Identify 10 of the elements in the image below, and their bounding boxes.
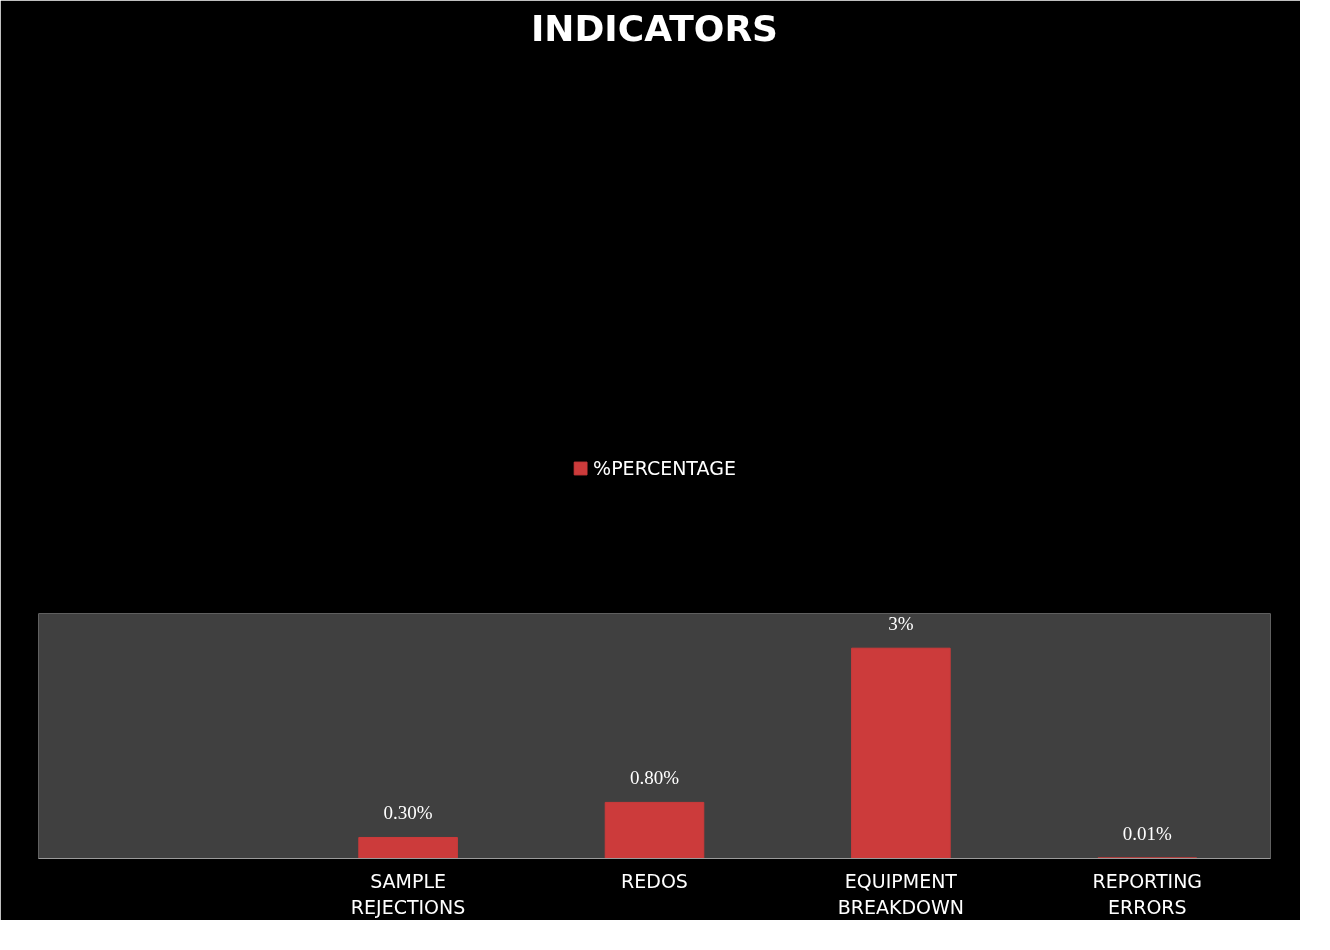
x-tick-label: EQUIPMENT BREAKDOWN <box>837 869 965 918</box>
chart-title: INDICATORS <box>530 7 779 49</box>
data-label: 3% <box>888 613 914 635</box>
x-tick-label: REDOS <box>621 869 688 892</box>
legend-label: %PERCENTAGE <box>593 456 736 479</box>
data-label: 0.01% <box>1122 822 1173 844</box>
x-tick-label: SAMPLE REJECTIONS <box>350 869 466 918</box>
data-label: 0.80% <box>629 767 680 789</box>
x-tick-label: REPORTING ERRORS <box>1092 869 1203 918</box>
data-label: 0.30% <box>383 802 433 824</box>
